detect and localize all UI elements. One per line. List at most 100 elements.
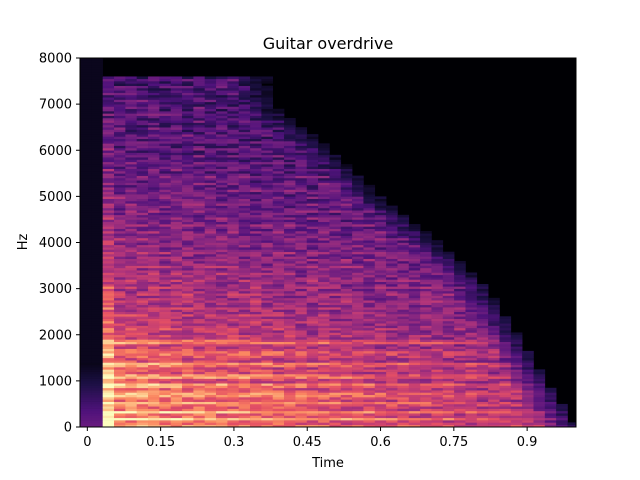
- spectrogram-cell: [522, 383, 534, 386]
- spectrogram-cell: [465, 304, 478, 308]
- spectrogram-cell: [374, 207, 387, 211]
- spectrogram-cell: [159, 233, 171, 236]
- spectrogram-cell: [216, 187, 228, 190]
- spectrogram-cell: [318, 189, 330, 193]
- spectrogram-cell: [114, 145, 126, 149]
- spectrogram-cell: [182, 247, 194, 250]
- spectrogram-cell: [182, 175, 194, 179]
- spectrogram-cell: [318, 242, 330, 246]
- spectrogram-cell: [170, 219, 183, 223]
- spectrogram-cell: [329, 175, 342, 179]
- spectrogram-cell: [193, 413, 206, 416]
- spectrogram-cell: [306, 318, 319, 322]
- spectrogram-cell: [261, 265, 274, 269]
- spectrogram-cell: [80, 311, 92, 315]
- spectrogram-cell: [91, 267, 103, 271]
- spectrogram-cell: [284, 302, 296, 306]
- spectrogram-cell: [204, 334, 217, 338]
- spectrogram-cell: [125, 154, 137, 158]
- spectrogram-cell: [80, 147, 92, 151]
- spectrogram-cell: [295, 207, 308, 211]
- spectrogram-cell: [397, 244, 410, 248]
- spectrogram-cell: [442, 422, 455, 425]
- spectrogram-cell: [136, 410, 149, 414]
- spectrogram-cell: [80, 256, 92, 259]
- spectrogram-cell: [522, 350, 534, 354]
- spectrogram-cell: [374, 353, 387, 356]
- spectrogram-cell: [408, 279, 421, 283]
- spectrogram-cell: [204, 134, 217, 137]
- spectrogram-cell: [148, 87, 160, 91]
- spectrogram-cell: [216, 219, 228, 223]
- spectrogram-cell: [193, 304, 206, 308]
- spectrogram-cell: [170, 244, 183, 248]
- spectrogram-cell: [340, 343, 353, 347]
- spectrogram-cell: [80, 424, 92, 428]
- spectrogram-cell: [136, 256, 149, 259]
- spectrogram-cell: [431, 247, 444, 250]
- spectrogram-cell: [125, 145, 137, 149]
- spectrogram-cell: [261, 320, 274, 324]
- spectrogram-cell: [114, 217, 126, 220]
- spectrogram-cell: [295, 152, 308, 156]
- spectrogram-cell: [352, 224, 364, 227]
- spectrogram-cell: [442, 288, 455, 292]
- spectrogram-cell: [91, 99, 103, 103]
- spectrogram-cell: [397, 332, 410, 336]
- spectrogram-cell: [238, 226, 251, 229]
- spectrogram-cell: [125, 274, 137, 278]
- spectrogram-cell: [306, 311, 319, 315]
- spectrogram-cell: [227, 122, 240, 126]
- spectrogram-cell: [182, 217, 194, 220]
- spectrogram-cell: [114, 302, 126, 306]
- spectrogram-cell: [442, 357, 455, 361]
- spectrogram-cell: [420, 334, 432, 338]
- spectrogram-cell: [204, 355, 217, 359]
- spectrogram-cell: [420, 286, 432, 289]
- spectrogram-cell: [397, 316, 410, 319]
- spectrogram-cell: [170, 378, 183, 382]
- spectrogram-cell: [216, 207, 228, 211]
- spectrogram-cell: [250, 362, 262, 366]
- spectrogram-cell: [227, 143, 240, 146]
- spectrogram-cell: [295, 171, 308, 174]
- spectrogram-cell: [476, 408, 489, 412]
- spectrogram-cell: [454, 420, 466, 423]
- spectrogram-cell: [420, 244, 432, 248]
- spectrogram-cell: [374, 237, 387, 241]
- spectrogram-cell: [80, 182, 92, 186]
- spectrogram-cell: [148, 367, 160, 370]
- spectrogram-cell: [340, 362, 353, 366]
- spectrogram-cell: [250, 300, 262, 303]
- spectrogram-cell: [261, 394, 274, 398]
- spectrogram-cell: [284, 235, 296, 239]
- spectrogram-cell: [374, 254, 387, 257]
- spectrogram-cell: [170, 240, 183, 243]
- spectrogram-cell: [159, 376, 171, 379]
- spectrogram-cell: [272, 228, 285, 232]
- spectrogram-cell: [136, 325, 149, 329]
- spectrogram-cell: [91, 401, 103, 405]
- spectrogram-cell: [261, 101, 274, 105]
- spectrogram-cell: [114, 171, 126, 174]
- spectrogram-cell: [272, 367, 285, 370]
- spectrogram-cell: [374, 360, 387, 363]
- spectrogram-cell: [204, 244, 217, 248]
- spectrogram-cell: [420, 367, 432, 370]
- spectrogram-cell: [318, 217, 330, 220]
- spectrogram-cell: [80, 394, 92, 398]
- spectrogram-cell: [80, 189, 92, 193]
- spectrogram-cell: [91, 383, 103, 386]
- spectrogram-cell: [102, 226, 115, 229]
- spectrogram-cell: [476, 380, 489, 384]
- spectrogram-cell: [408, 293, 421, 296]
- spectrogram-cell: [80, 184, 92, 188]
- spectrogram-cell: [284, 410, 296, 414]
- spectrogram-cell: [272, 272, 285, 276]
- spectrogram-cell: [136, 207, 149, 211]
- spectrogram-cell: [420, 346, 432, 349]
- spectrogram-cell: [340, 341, 353, 345]
- spectrogram-cell: [159, 194, 171, 197]
- spectrogram-cell: [204, 159, 217, 163]
- spectrogram-cell: [431, 279, 444, 283]
